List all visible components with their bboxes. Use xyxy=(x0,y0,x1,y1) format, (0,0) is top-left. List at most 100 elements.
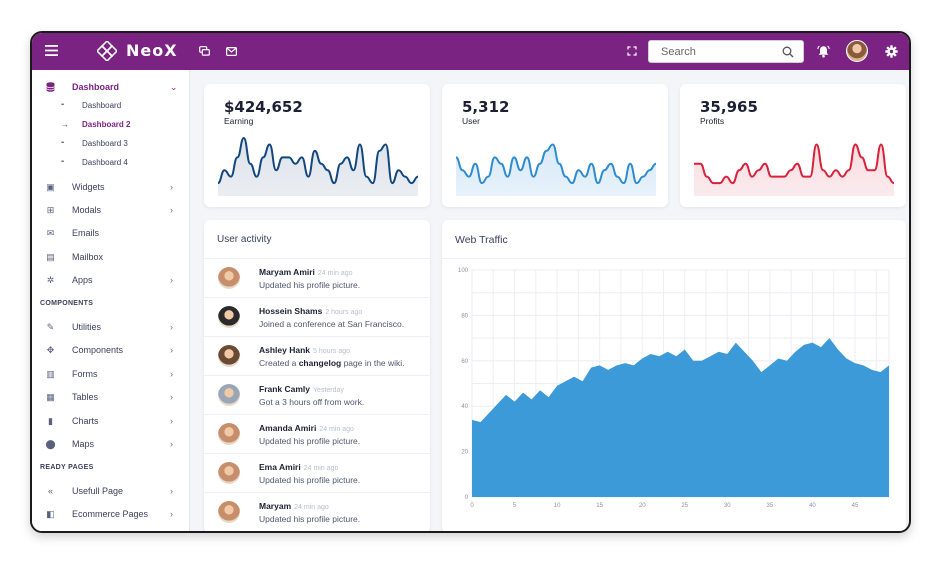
sidebar-item-widgets[interactable]: ▣ Widgets › xyxy=(32,177,190,197)
search-input[interactable] xyxy=(649,41,769,62)
fullscreen-icon[interactable] xyxy=(626,45,638,57)
hamburger-menu-icon[interactable] xyxy=(44,43,58,57)
activity-text-pre: Updated his profile picture. xyxy=(259,436,361,446)
sidebar-item-components[interactable]: ✥ Components › xyxy=(32,340,190,360)
sidebar-subitem-dashboard-1[interactable]: ••• Dashboard xyxy=(32,97,190,113)
sidebar-item-apps[interactable]: ✲ Apps › xyxy=(32,270,190,290)
stat-card-earning: $424,652 Earning xyxy=(204,84,430,207)
search-box xyxy=(648,40,804,63)
envelope-icon: ✉ xyxy=(46,227,55,238)
sidebar-item-label: Widgets xyxy=(72,182,105,192)
stat-value: $424,652 xyxy=(224,98,303,116)
sidebar-subitem-dashboard-3[interactable]: ••• Dashboard 3 xyxy=(32,135,190,151)
avatar xyxy=(218,462,240,484)
sidebar-subitem-label: Dashboard xyxy=(82,100,122,110)
activity-text: Updated his profile picture. xyxy=(259,280,360,290)
x-tick-label: 40 xyxy=(809,503,816,509)
activity-user-name: Amanda Amiri 24 min ago xyxy=(259,423,354,433)
activity-link[interactable]: changelog xyxy=(298,358,342,368)
activity-time: 24 min ago xyxy=(303,465,339,472)
activity-text-pre: Updated his profile picture. xyxy=(259,514,361,524)
sidebar-subitem-dashboard-4[interactable]: ••• Dashboard 4 xyxy=(32,154,190,170)
activity-name-text: Hossein Shams xyxy=(259,306,323,316)
sparkline-chart xyxy=(217,136,419,196)
sidebar-item-label: Utilities xyxy=(72,322,102,332)
y-tick-label: 0 xyxy=(465,495,469,501)
activity-user-name: Hossein Shams 2 hours ago xyxy=(259,306,362,316)
sparkline-line xyxy=(694,143,895,185)
gear-icon[interactable] xyxy=(884,44,898,58)
brand-name: NeoX xyxy=(126,41,178,60)
activity-text: Created a changelog page in the wiki. xyxy=(259,358,405,368)
mail-icon[interactable] xyxy=(225,45,237,57)
sidebar-item-modals[interactable]: ⊞ Modals › xyxy=(32,200,190,220)
sparkline-line xyxy=(455,143,657,185)
top-navbar: NeoX xyxy=(32,33,909,70)
sidebar-item-charts[interactable]: ▮ Charts › xyxy=(32,411,190,431)
activity-item[interactable]: Maryam 24 min ago Updated his profile pict… xyxy=(204,492,430,531)
activity-name-text: Ema Amiri xyxy=(259,462,301,472)
x-tick-label: 20 xyxy=(639,503,646,509)
user-activity-card: User activity Maryam Amiri 24 min ago Upda… xyxy=(204,220,430,531)
sidebar-item-label: Mailbox xyxy=(72,252,104,262)
chevron-right-icon: › xyxy=(170,369,173,379)
sidebar-item-label: Emails xyxy=(72,228,100,238)
activity-item[interactable]: Ema Amiri 24 min ago Updated his profile p… xyxy=(204,453,430,492)
activity-item[interactable]: Ashley Hank 5 hours ago Created a changelo… xyxy=(204,336,430,375)
activity-name-text: Maryam xyxy=(259,501,292,511)
stat-label: Profits xyxy=(700,116,725,126)
bell-icon[interactable] xyxy=(816,44,830,58)
chevron-right-icon: › xyxy=(170,345,173,355)
chart-icon: ▮ xyxy=(48,415,53,426)
dots-icon: ••• xyxy=(61,140,64,146)
sparkline-area xyxy=(456,144,656,196)
sidebar-item-utilities[interactable]: ✎ Utilities › xyxy=(32,317,190,337)
activity-time: 2 hours ago xyxy=(325,309,363,316)
chevron-right-icon: › xyxy=(170,392,173,402)
chevron-right-icon: › xyxy=(170,509,173,519)
app-window: NeoX Dashboard ⌄ xyxy=(30,31,911,533)
activity-text: Got a 3 hours off from work. xyxy=(259,397,364,407)
sidebar-item-emails[interactable]: ✉ Emails xyxy=(32,223,190,243)
activity-name-text: Ashley Hank xyxy=(259,345,311,355)
sidebar: Dashboard ⌄ ••• Dashboard → Dashboard 2 ••• D… xyxy=(32,70,190,531)
avatar xyxy=(218,423,240,445)
sidebar-item-mailbox[interactable]: ▤ Mailbox xyxy=(32,247,190,267)
activity-item[interactable]: Hossein Shams 2 hours ago Joined a confere… xyxy=(204,297,430,336)
sidebar-item-forms[interactable]: ▥ Forms › xyxy=(32,364,190,384)
sidebar-item-tables[interactable]: ▦ Tables › xyxy=(32,387,190,407)
sidebar-item-label: Modals xyxy=(72,205,102,215)
activity-text-pre: Updated his profile picture. xyxy=(259,475,361,485)
x-tick-label: 5 xyxy=(513,503,517,509)
user-avatar[interactable] xyxy=(846,40,868,62)
sidebar-subitem-label: Dashboard 2 xyxy=(82,119,131,129)
x-tick-label: 10 xyxy=(554,503,561,509)
activity-item[interactable]: Maryam Amiri 24 min ago Updated his profil… xyxy=(204,258,430,297)
x-tick-label: 30 xyxy=(724,503,731,509)
sidebar-item-label: Usefull Page xyxy=(72,486,124,496)
sidebar-subitem-label: Dashboard 3 xyxy=(82,138,128,148)
sidebar-item-ecommerce-pages[interactable]: ◧ Ecommerce Pages › xyxy=(32,504,190,524)
sparkline-area xyxy=(694,144,894,196)
avatar xyxy=(218,345,240,367)
sidebar-item-label: Forms xyxy=(72,369,98,379)
sidebar-item-usefull-page[interactable]: « Usefull Page › xyxy=(32,481,190,501)
widgets-icon: ▣ xyxy=(46,181,55,192)
section-title-ready-pages: READY PAGES xyxy=(40,464,94,471)
y-tick-label: 20 xyxy=(461,450,468,456)
activity-name-text: Frank Camly xyxy=(259,384,311,394)
pencil-icon: ✎ xyxy=(46,321,55,332)
logo-icon xyxy=(96,40,118,62)
chevron-right-icon: › xyxy=(170,416,173,426)
search-icon[interactable] xyxy=(781,45,795,59)
user-activity-title: User activity xyxy=(217,234,272,245)
activity-item[interactable]: Frank Camly Yesterday Got a 3 hours off fr… xyxy=(204,375,430,414)
sidebar-item-dashboard[interactable]: Dashboard ⌄ xyxy=(32,77,190,97)
shopping-bag-icon: ◧ xyxy=(46,508,55,519)
sidebar-subitem-dashboard-2[interactable]: → Dashboard 2 xyxy=(32,116,190,132)
activity-text: Updated his profile picture. xyxy=(259,514,360,524)
activity-item[interactable]: Amanda Amiri 24 min ago Updated his profil… xyxy=(204,414,430,453)
sidebar-item-maps[interactable]: ⬤ Maps › xyxy=(32,434,190,454)
activity-text-pre: Updated his profile picture. xyxy=(259,280,361,290)
chat-icon[interactable] xyxy=(198,45,210,57)
